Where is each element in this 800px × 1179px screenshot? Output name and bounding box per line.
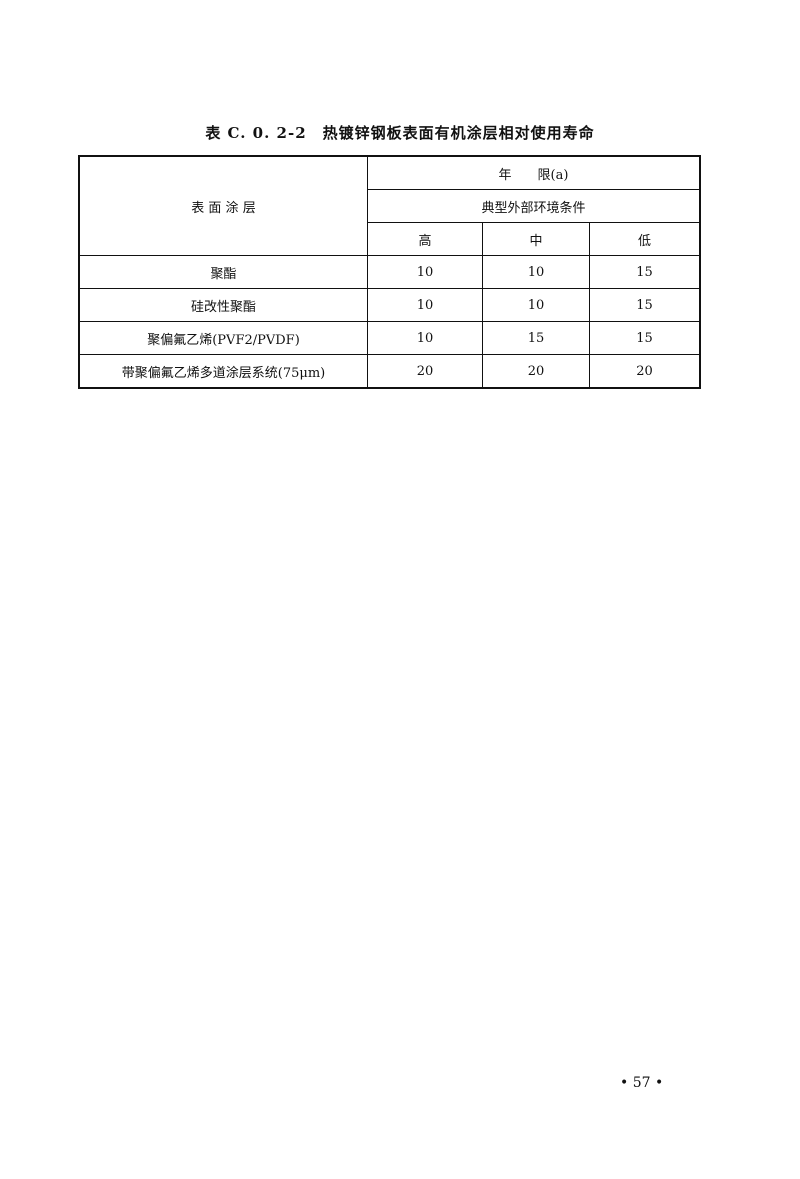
cell-medium: 10 <box>482 255 590 289</box>
header-medium: 中 <box>482 222 590 256</box>
cell-medium: 10 <box>482 288 590 322</box>
coating-life-table: 表 面 涂 层 年 限(a) 典型外部环境条件 高 中 低 聚酯 10 10 1… <box>78 155 701 389</box>
header-environment: 典型外部环境条件 <box>367 189 701 223</box>
table-title: 热镀锌钢板表面有机涂层相对使用寿命 <box>322 124 595 142</box>
row-coating: 聚偏氟乙烯(PVF2/PVDF) <box>78 321 368 355</box>
table-row: 硅改性聚酯 10 10 15 <box>78 288 701 322</box>
header-years: 年 限(a) <box>367 155 701 190</box>
table-number: 表 C. 0. 2-2 <box>205 124 307 142</box>
header-high: 高 <box>367 222 483 256</box>
header-coating: 表 面 涂 层 <box>78 155 368 256</box>
cell-low: 15 <box>589 288 701 322</box>
cell-low: 15 <box>589 255 701 289</box>
row-coating: 聚酯 <box>78 255 368 289</box>
table-row: 聚酯 10 10 15 <box>78 255 701 289</box>
table-row: 聚偏氟乙烯(PVF2/PVDF) 10 15 15 <box>78 321 701 355</box>
row-coating: 硅改性聚酯 <box>78 288 368 322</box>
cell-low: 15 <box>589 321 701 355</box>
header-low: 低 <box>589 222 701 256</box>
cell-high: 10 <box>367 255 483 289</box>
cell-medium: 15 <box>482 321 590 355</box>
cell-medium: 20 <box>482 354 590 389</box>
cell-high: 10 <box>367 288 483 322</box>
table-caption: 表 C. 0. 2-2 热镀锌钢板表面有机涂层相对使用寿命 <box>0 122 800 143</box>
page-number: • 57 • <box>620 1075 664 1091</box>
cell-low: 20 <box>589 354 701 389</box>
cell-high: 10 <box>367 321 483 355</box>
table-row: 带聚偏氟乙烯多道涂层系统(75μm) 20 20 20 <box>78 354 701 389</box>
row-coating: 带聚偏氟乙烯多道涂层系统(75μm) <box>78 354 368 389</box>
cell-high: 20 <box>367 354 483 389</box>
